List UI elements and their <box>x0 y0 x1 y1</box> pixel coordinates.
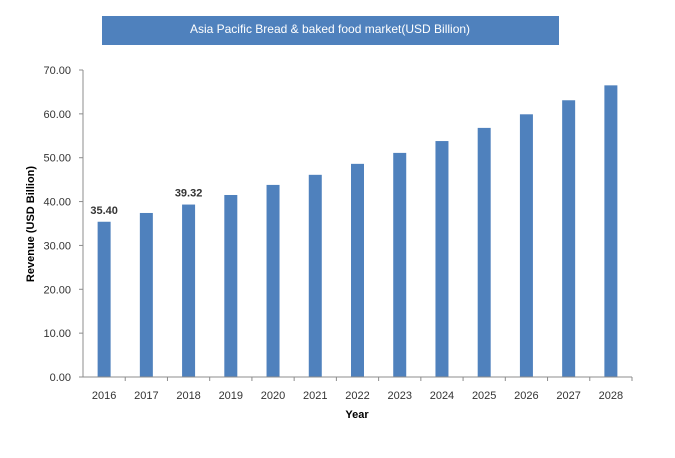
x-tick-label-2020: 2020 <box>261 390 285 402</box>
x-tick-label-2021: 2021 <box>303 390 327 402</box>
bar-2025 <box>477 127 491 377</box>
bar-2018 <box>182 204 196 377</box>
x-tick-label-2023: 2023 <box>387 390 411 402</box>
bar-2020 <box>266 184 280 377</box>
y-axis: 0.00 10.00 20.00 30.00 40.00 50.00 60.00 70.00 <box>43 65 83 384</box>
x-tick-label-2019: 2019 <box>219 390 243 402</box>
chart-title: Asia Pacific Bread & baked food market(U… <box>190 22 470 36</box>
x-tick-label-2022: 2022 <box>345 390 369 402</box>
x-tick-label-2025: 2025 <box>472 390 496 402</box>
y-tick-label: 20.00 <box>43 284 71 296</box>
x-tick-label-2017: 2017 <box>134 390 158 402</box>
bar-2026 <box>519 114 533 378</box>
y-tick-label: 40.00 <box>43 197 71 209</box>
x-tick-label-2026: 2026 <box>514 390 538 402</box>
y-axis-label: Revenue (USD Billion) <box>25 166 37 282</box>
y-tick-label: 70.00 <box>43 65 71 77</box>
y-tick-label: 50.00 <box>43 153 71 165</box>
x-tick-label-2018: 2018 <box>176 390 200 402</box>
bar-2023 <box>393 152 407 377</box>
x-axis: 2016 2017 2018 2019 2020 2021 2022 2023 2024 2025… <box>92 377 633 402</box>
bar-2027 <box>562 100 576 377</box>
y-tick-label: 60.00 <box>43 109 71 121</box>
x-tick-label-2016: 2016 <box>92 390 116 402</box>
bar-series <box>97 85 618 378</box>
y-tick-label: 10.00 <box>43 328 71 340</box>
bar-2021 <box>308 174 322 377</box>
bar-2019 <box>224 194 238 377</box>
data-labels: 35.40 39.32 <box>90 188 202 217</box>
bar-2028 <box>604 85 618 377</box>
bar-2024 <box>435 141 449 377</box>
x-tick-label-2027: 2027 <box>556 390 580 402</box>
bar-2022 <box>351 163 364 377</box>
data-label-2016: 35.40 <box>90 205 118 217</box>
y-tick-label: 30.00 <box>43 240 71 252</box>
chart-title-banner <box>102 16 559 45</box>
bar-2016 <box>97 221 111 377</box>
x-tick-label-2024: 2024 <box>430 390 454 402</box>
x-axis-label: Year <box>345 409 369 421</box>
y-tick-label: 0.00 <box>50 372 71 384</box>
bar-2017 <box>139 212 153 377</box>
data-label-2018: 39.32 <box>175 188 203 200</box>
x-tick-label-2028: 2028 <box>599 390 623 402</box>
